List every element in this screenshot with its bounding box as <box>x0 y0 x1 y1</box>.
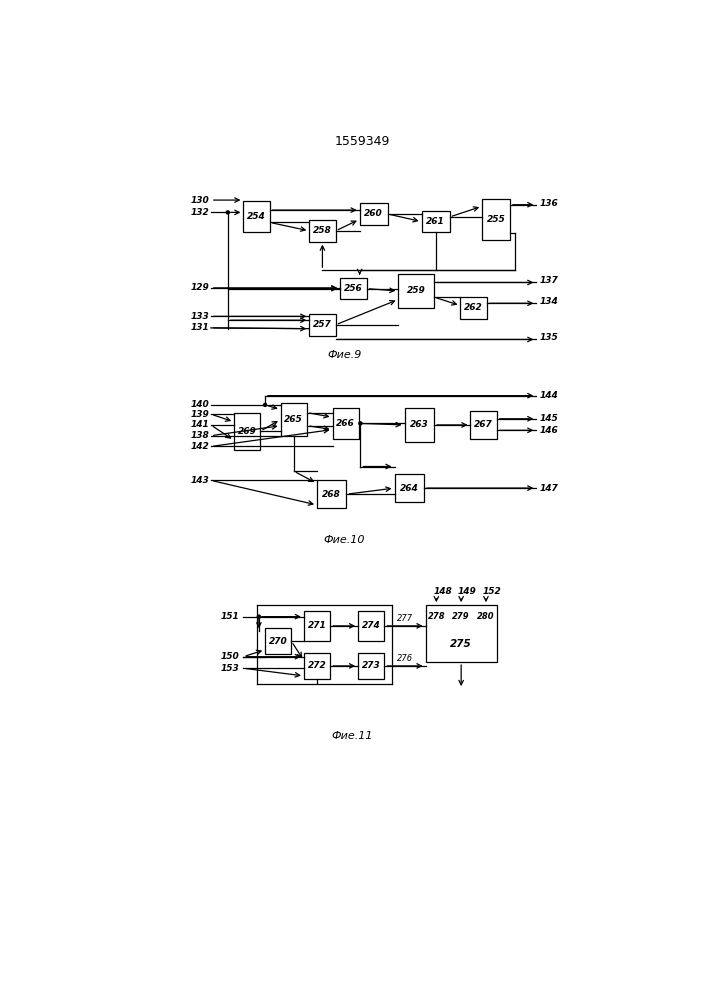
Bar <box>332 408 359 439</box>
Text: 274: 274 <box>362 621 380 630</box>
Text: 279: 279 <box>452 612 470 621</box>
Text: 271: 271 <box>308 621 327 630</box>
Bar <box>304 653 330 679</box>
Text: 144: 144 <box>539 391 558 400</box>
Text: 255: 255 <box>486 215 506 224</box>
Text: 148: 148 <box>433 587 452 596</box>
Text: 136: 136 <box>539 199 558 208</box>
Text: 146: 146 <box>539 426 558 435</box>
Text: 275: 275 <box>450 639 472 649</box>
Text: 149: 149 <box>458 587 477 596</box>
Bar <box>358 611 385 641</box>
Bar <box>395 474 424 502</box>
Bar <box>309 314 336 336</box>
Text: 269: 269 <box>238 427 257 436</box>
Circle shape <box>264 403 267 406</box>
Text: 260: 260 <box>364 209 383 218</box>
Text: 278: 278 <box>428 612 445 621</box>
Bar <box>360 203 387 225</box>
Text: 129: 129 <box>191 283 209 292</box>
Bar <box>426 605 497 662</box>
Bar <box>304 611 330 641</box>
Text: 270: 270 <box>269 637 288 646</box>
Text: 151: 151 <box>220 612 239 621</box>
Text: 141: 141 <box>191 420 209 429</box>
Bar <box>482 199 510 240</box>
Text: 137: 137 <box>539 276 558 285</box>
Text: 131: 131 <box>191 323 209 332</box>
Text: 276: 276 <box>397 654 413 663</box>
Text: 277: 277 <box>397 614 413 623</box>
Bar <box>234 413 260 450</box>
Circle shape <box>359 422 362 425</box>
Bar <box>265 628 291 654</box>
Text: 254: 254 <box>247 212 266 221</box>
Text: 139: 139 <box>191 410 209 419</box>
Text: 134: 134 <box>539 297 558 306</box>
Circle shape <box>226 211 230 214</box>
Text: 135: 135 <box>539 333 558 342</box>
Text: 130: 130 <box>191 196 209 205</box>
Text: 132: 132 <box>191 208 209 217</box>
Bar <box>404 408 434 442</box>
Bar <box>309 220 336 242</box>
Text: 268: 268 <box>322 490 341 499</box>
Text: 264: 264 <box>400 484 419 493</box>
Text: 153: 153 <box>220 664 239 673</box>
Text: 1559349: 1559349 <box>334 135 390 148</box>
Text: Фие.11: Фие.11 <box>331 731 373 741</box>
Bar <box>460 297 486 319</box>
Bar <box>398 274 434 308</box>
Bar <box>243 201 270 232</box>
Text: 261: 261 <box>426 217 445 226</box>
Bar <box>281 403 307 436</box>
Text: 145: 145 <box>539 414 558 423</box>
Text: Фие.10: Фие.10 <box>323 535 365 545</box>
Bar <box>421 211 450 232</box>
Bar <box>317 480 346 508</box>
Text: 143: 143 <box>191 476 209 485</box>
Text: 140: 140 <box>191 400 209 409</box>
Text: 267: 267 <box>474 420 493 429</box>
Text: 263: 263 <box>410 420 428 429</box>
Text: 262: 262 <box>464 303 483 312</box>
Text: 257: 257 <box>313 320 332 329</box>
Text: 150: 150 <box>220 652 239 661</box>
Text: 280: 280 <box>477 612 495 621</box>
Circle shape <box>257 615 260 618</box>
Text: 265: 265 <box>284 415 303 424</box>
Text: 273: 273 <box>362 661 380 670</box>
Text: 133: 133 <box>191 312 209 321</box>
Bar <box>470 411 497 439</box>
Text: 147: 147 <box>539 484 558 493</box>
Text: 258: 258 <box>313 226 332 235</box>
Text: 272: 272 <box>308 661 327 670</box>
Bar <box>358 653 385 679</box>
Text: 152: 152 <box>483 587 501 596</box>
Text: Фие.9: Фие.9 <box>327 350 361 360</box>
Text: 256: 256 <box>344 284 363 293</box>
Bar <box>340 278 367 299</box>
Text: 266: 266 <box>337 419 355 428</box>
Text: 259: 259 <box>407 286 426 295</box>
Text: 142: 142 <box>191 442 209 451</box>
Text: 138: 138 <box>191 431 209 440</box>
